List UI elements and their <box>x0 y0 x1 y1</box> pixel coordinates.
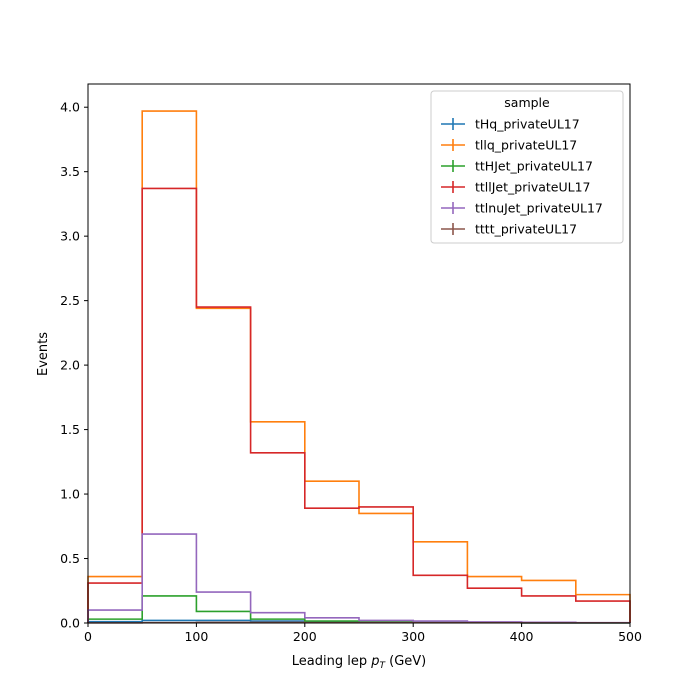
series-ttlljet-privateul17 <box>87 187 631 623</box>
legend-entry-thq-privateul17: tHq_privateUL17 <box>441 117 580 132</box>
y-tick-label: 0.5 <box>60 551 80 566</box>
legend-entry-ttlnujet-privateul17: ttlnuJet_privateUL17 <box>441 201 603 216</box>
legend-entries: tHq_privateUL17 tllq_privateUL17 ttHJet_pr… <box>441 117 603 237</box>
legend-label: ttHJet_privateUL17 <box>475 159 593 174</box>
y-tick-label: 0.0 <box>60 616 80 631</box>
series-ttlnujet-privateul17 <box>87 533 631 624</box>
legend-entry-tllq-privateul17: tllq_privateUL17 <box>441 138 577 153</box>
legend: sample tHq_privateUL17 tllq_privateUL17tt… <box>430 90 624 244</box>
legend-title: sample <box>504 95 550 110</box>
x-axis: 0 100 200 300 400 500 <box>84 623 642 644</box>
legend-label: ttlnuJet_privateUL17 <box>475 201 603 216</box>
legend-label: tllq_privateUL17 <box>475 138 577 153</box>
legend-label: ttllJet_privateUL17 <box>475 180 591 195</box>
y-axis-label: Events <box>36 332 51 376</box>
x-tick-label: 100 <box>184 629 208 644</box>
x-tick-label: 200 <box>293 629 317 644</box>
y-tick-label: 4.0 <box>60 100 80 115</box>
legend-entry-tttt-privateul17: tttt_privateUL17 <box>441 222 577 237</box>
x-tick-label: 0 <box>84 629 92 644</box>
y-tick-label: 3.0 <box>60 229 80 244</box>
y-tick-label: 2.5 <box>60 293 80 308</box>
x-tick-label: 300 <box>401 629 425 644</box>
legend-box <box>430 90 624 244</box>
legend-entry-ttlljet-privateul17: ttllJet_privateUL17 <box>441 180 591 195</box>
y-axis: 0.0 0.5 1.0 1.5 2.0 2.5 3.0 3.5 4.0 <box>60 100 88 631</box>
plot-frame <box>87 83 631 624</box>
legend-label: tttt_privateUL17 <box>475 222 577 237</box>
y-tick-label: 3.5 <box>60 164 80 179</box>
y-tick-label: 2.0 <box>60 358 80 373</box>
x-axis-label: Leading lep pT (GeV) <box>292 654 426 672</box>
x-tick-label: 500 <box>618 629 642 644</box>
series-tllq-privateul17 <box>87 110 631 623</box>
x-tick-label: 400 <box>510 629 534 644</box>
y-tick-label: 1.0 <box>60 487 80 502</box>
legend-entry-tthjet-privateul17: ttHJet_privateUL17 <box>441 159 593 174</box>
legend-label: tHq_privateUL17 <box>475 117 580 132</box>
y-tick-label: 1.5 <box>60 422 80 437</box>
